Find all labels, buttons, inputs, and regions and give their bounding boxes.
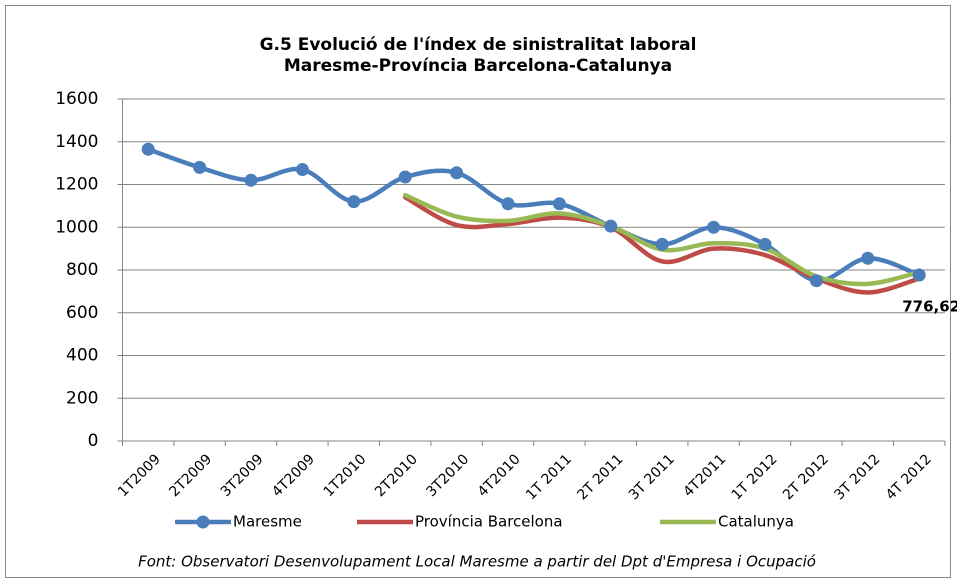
- data-point: [244, 173, 258, 187]
- data-point: [552, 197, 566, 211]
- data-point: [604, 219, 618, 233]
- data-point: [861, 251, 875, 265]
- data-point: [912, 268, 926, 282]
- y-tick-label: 1600: [55, 89, 98, 109]
- source-note: Font: Observatori Desenvolupament Local …: [138, 553, 816, 571]
- y-tick-label: 600: [66, 303, 98, 323]
- legend-label: Catalunya: [718, 513, 794, 531]
- series-line: [402, 195, 922, 295]
- chart-subtitle: Maresme-Província Barcelona-Catalunya: [284, 56, 672, 76]
- data-point: [347, 195, 361, 209]
- data-label: 776,62: [902, 297, 957, 315]
- legend-label: Província Barcelona: [415, 513, 563, 531]
- y-tick-label: 1200: [55, 175, 98, 195]
- data-point: [398, 170, 412, 184]
- chart-title: G.5 Evolució de l'índex de sinistralitat…: [260, 35, 697, 55]
- data-point: [707, 220, 721, 234]
- legend-marker: [196, 515, 210, 529]
- data-point: [141, 142, 155, 156]
- chart-frame: [5, 5, 951, 578]
- data-point: [193, 160, 207, 174]
- y-tick-label: 800: [66, 260, 98, 280]
- data-point: [501, 197, 515, 211]
- y-tick-label: 400: [66, 346, 98, 366]
- data-point: [655, 237, 669, 251]
- legend-label: Maresme: [233, 513, 302, 531]
- data-point: [758, 237, 772, 251]
- data-point: [450, 166, 464, 180]
- data-point: [295, 163, 309, 177]
- y-tick-label: 0: [88, 431, 99, 451]
- data-point: [809, 274, 823, 288]
- y-tick-label: 1000: [55, 217, 98, 237]
- y-tick-label: 1400: [55, 132, 98, 152]
- y-tick-label: 200: [66, 388, 98, 408]
